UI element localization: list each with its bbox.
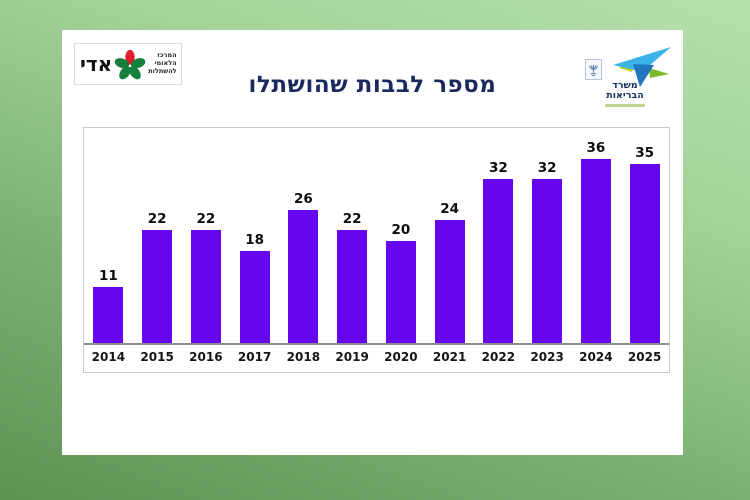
ministry-of-health-logo: משרד הבריאות (583, 44, 675, 110)
bar-value-label-2015: 22 (147, 210, 167, 227)
bar-value-label-2018: 26 (293, 190, 313, 207)
bar-column-2023: 32 (532, 159, 563, 343)
bar-2017 (239, 251, 270, 343)
adi-clover-icon (114, 49, 146, 80)
x-tick-2015: 2015 (140, 350, 174, 364)
bar-2019 (337, 230, 368, 343)
bar-value-label-2023: 32 (537, 159, 557, 176)
x-tick-2018: 2018 (286, 350, 321, 364)
page-title: מספר לבבות שהושתלו (248, 72, 497, 98)
bar-2014 (93, 287, 124, 343)
israel-state-emblem-icon (585, 59, 602, 80)
bar-column-2018: 26 (288, 190, 319, 343)
chart-frame: 11 22 22 18 26 22 20 24 32 32 36 35 2014 2015 2016 201… (83, 127, 670, 373)
bar-column-2024: 36 (580, 139, 611, 343)
bar-2021 (434, 220, 465, 343)
x-tick-2023: 2023 (530, 350, 564, 364)
ministry-star-icon (613, 47, 671, 87)
adi-org-line3: להשתלות (148, 66, 177, 75)
ministry-name: משרד הבריאות (597, 80, 653, 102)
bar-2018 (288, 210, 319, 343)
adi-org-line1: המרכז (157, 51, 177, 60)
bar-column-2017: 18 (239, 231, 270, 343)
bar-value-label-2021: 24 (440, 200, 460, 217)
x-tick-2020: 2020 (384, 350, 418, 364)
bar-value-label-2020: 20 (391, 221, 411, 238)
x-tick-2021: 2021 (432, 350, 467, 364)
content-panel: אדי המרכז הלאומי להשתלות (62, 30, 683, 455)
x-tick-2024: 2024 (579, 350, 613, 364)
bar-2015 (142, 230, 173, 343)
bar-2022 (483, 179, 514, 343)
x-tick-2025: 2025 (627, 350, 662, 364)
bar-value-label-2019: 22 (342, 210, 362, 227)
bar-column-2021: 24 (434, 200, 465, 343)
bar-2024 (580, 159, 611, 343)
x-axis-labels: 2014 2015 2016 2017 2018 2019 2020 2021 2022 2023… (84, 351, 669, 363)
bar-column-2019: 22 (337, 210, 368, 343)
x-tick-2016: 2016 (189, 350, 223, 364)
bar-column-2015: 22 (142, 210, 173, 343)
x-tick-2022: 2022 (481, 350, 516, 364)
ministry-name-line1: משרד (612, 80, 638, 91)
x-tick-2017: 2017 (237, 350, 272, 364)
bar-2016 (190, 230, 221, 343)
bar-2023 (532, 179, 563, 343)
adi-transplant-center-logo: אדי המרכז הלאומי להשתלות (74, 43, 182, 85)
bar-column-2025: 35 (629, 144, 660, 343)
bar-plot-area: 11 22 22 18 26 22 20 24 32 32 36 35 (84, 128, 669, 345)
bar-value-label-2024: 36 (586, 139, 606, 156)
bar-value-label-2025: 35 (635, 144, 655, 161)
ministry-tagline (605, 104, 645, 107)
adi-org-name: המרכז הלאומי להשתלות (148, 51, 177, 75)
bar-value-label-2016: 22 (196, 210, 216, 227)
bar-column-2014: 11 (93, 267, 124, 343)
bar-value-label-2014: 11 (98, 267, 118, 284)
bar-2025 (629, 164, 660, 343)
adi-logo-name: אדי (80, 52, 113, 76)
bar-column-2020: 20 (385, 221, 416, 343)
x-tick-2019: 2019 (335, 350, 369, 364)
bar-column-2022: 32 (483, 159, 514, 343)
bar-value-label-2022: 32 (488, 159, 508, 176)
bar-value-label-2017: 18 (245, 231, 265, 248)
adi-org-line2: הלאומי (154, 59, 177, 68)
bar-2020 (385, 241, 416, 343)
x-tick-2014: 2014 (91, 350, 126, 364)
bar-column-2016: 22 (190, 210, 221, 343)
ministry-name-line2: הבריאות (606, 90, 644, 102)
